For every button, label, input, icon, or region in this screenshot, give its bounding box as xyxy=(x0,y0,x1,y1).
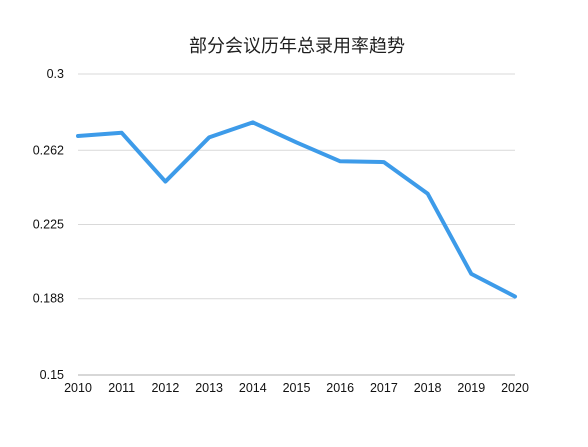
chart-title: 部分会议历年总录用率趋势 xyxy=(189,36,405,57)
x-tick-label-2010: 2010 xyxy=(64,381,92,395)
y-tick-label-4: 0.3 xyxy=(47,67,64,81)
x-tick-label-2015: 2015 xyxy=(283,381,311,395)
grid-layer xyxy=(78,73,515,300)
y-tick-label-2: 0.225 xyxy=(33,218,64,232)
x-tick-label-2011: 2011 xyxy=(108,381,135,395)
x-tick-label-2014: 2014 xyxy=(239,381,267,395)
x-tick-label-2013: 2013 xyxy=(195,381,223,395)
y-tick-label-1: 0.188 xyxy=(33,292,64,306)
y-tick-label-3: 0.262 xyxy=(33,143,64,157)
x-tick-label-2017: 2017 xyxy=(370,381,398,395)
x-tick-label-2020: 2020 xyxy=(501,381,529,395)
x-tick-label-2019: 2019 xyxy=(457,381,485,395)
x-tick-label-2018: 2018 xyxy=(414,381,442,395)
label-layer: 0.15 0.188 0.225 0.262 0.3 2010 2011 2012 2013 20… xyxy=(33,67,529,395)
x-tick-label-2016: 2016 xyxy=(326,381,354,395)
x-tick-label-2012: 2012 xyxy=(151,381,179,395)
y-tick-label-0: 0.15 xyxy=(40,368,64,382)
series-layer xyxy=(76,120,517,299)
series-line-0 xyxy=(76,120,517,299)
